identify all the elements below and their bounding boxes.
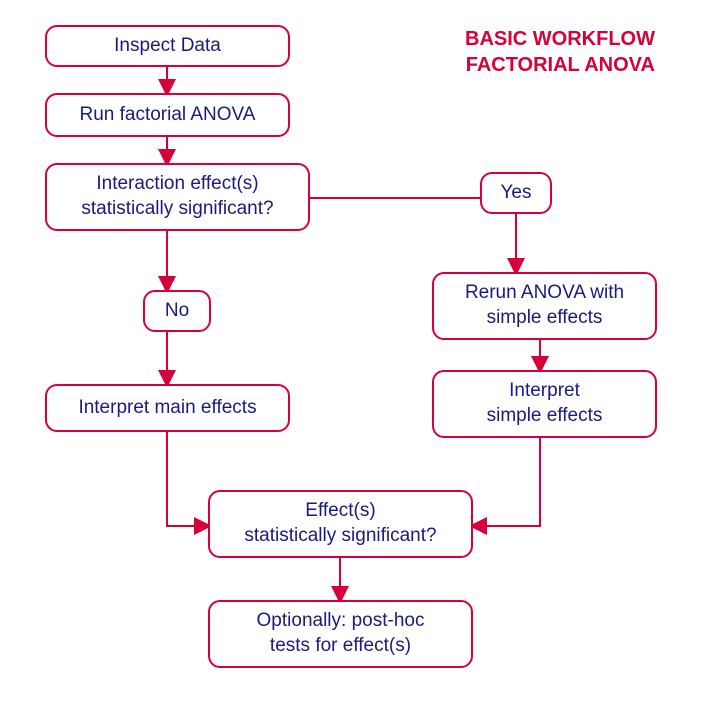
title-line1: BASIC WORKFLOW: [465, 28, 655, 50]
diagram-title: BASIC WORKFLOW FACTORIAL ANOVA: [465, 26, 655, 78]
node-interaction-significant: Interaction effect(s)statistically signi…: [45, 163, 310, 231]
title-line2: FACTORIAL ANOVA: [466, 54, 655, 76]
node-inspect-data: Inspect Data: [45, 25, 290, 67]
node-posthoc-tests: Optionally: post-hoctests for effect(s): [208, 600, 473, 668]
node-rerun-anova: Rerun ANOVA withsimple effects: [432, 272, 657, 340]
node-effects-significant: Effect(s)statistically significant?: [208, 490, 473, 558]
node-no: No: [143, 290, 211, 332]
node-interpret-main-effects: Interpret main effects: [45, 384, 290, 432]
node-interpret-simple-effects: Interpretsimple effects: [432, 370, 657, 438]
node-run-anova: Run factorial ANOVA: [45, 93, 290, 137]
node-yes: Yes: [480, 172, 552, 214]
